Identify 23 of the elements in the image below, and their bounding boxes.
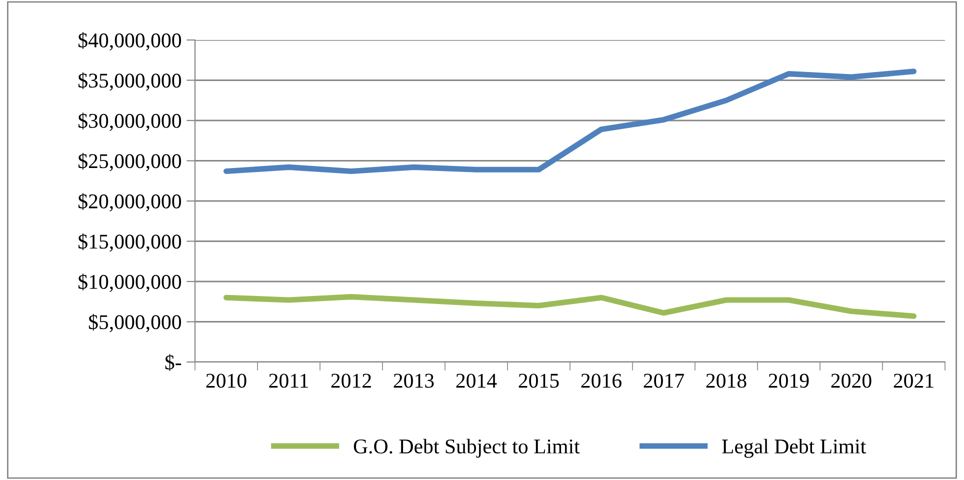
x-tick-label: 2016 xyxy=(581,374,622,388)
x-tick-label: 2020 xyxy=(831,374,872,388)
y-tick-label: $5,000,000 xyxy=(88,314,182,332)
y-tick-label: $- xyxy=(165,354,182,371)
x-tick-label: 2011 xyxy=(269,374,308,388)
x-tick-label: 2013 xyxy=(394,374,434,388)
y-tick-label: $40,000,000 xyxy=(78,32,182,50)
x-tick-label: 2019 xyxy=(768,374,809,388)
x-tick-label: 2010 xyxy=(206,374,246,388)
x-tick-label: 2018 xyxy=(706,374,746,388)
x-tick-label: 2017 xyxy=(644,374,684,388)
y-tick-label: $25,000,000 xyxy=(78,152,182,172)
y-tick-label: $20,000,000 xyxy=(78,193,182,212)
x-tick-label: 2015 xyxy=(518,374,559,388)
x-tick-label: 2014 xyxy=(456,374,497,388)
y-tick-label: $30,000,000 xyxy=(78,112,182,131)
legend-label: G.O. Debt Subject to Limit xyxy=(354,438,580,458)
x-tick-label: 2021 xyxy=(894,374,934,388)
y-tick-label: $10,000,000 xyxy=(78,274,182,292)
y-tick-label: $15,000,000 xyxy=(78,233,182,252)
legend-label: Legal Debt Limit xyxy=(722,438,866,458)
y-tick-label: $35,000,000 xyxy=(78,72,182,91)
x-tick-label: 2012 xyxy=(331,374,371,388)
